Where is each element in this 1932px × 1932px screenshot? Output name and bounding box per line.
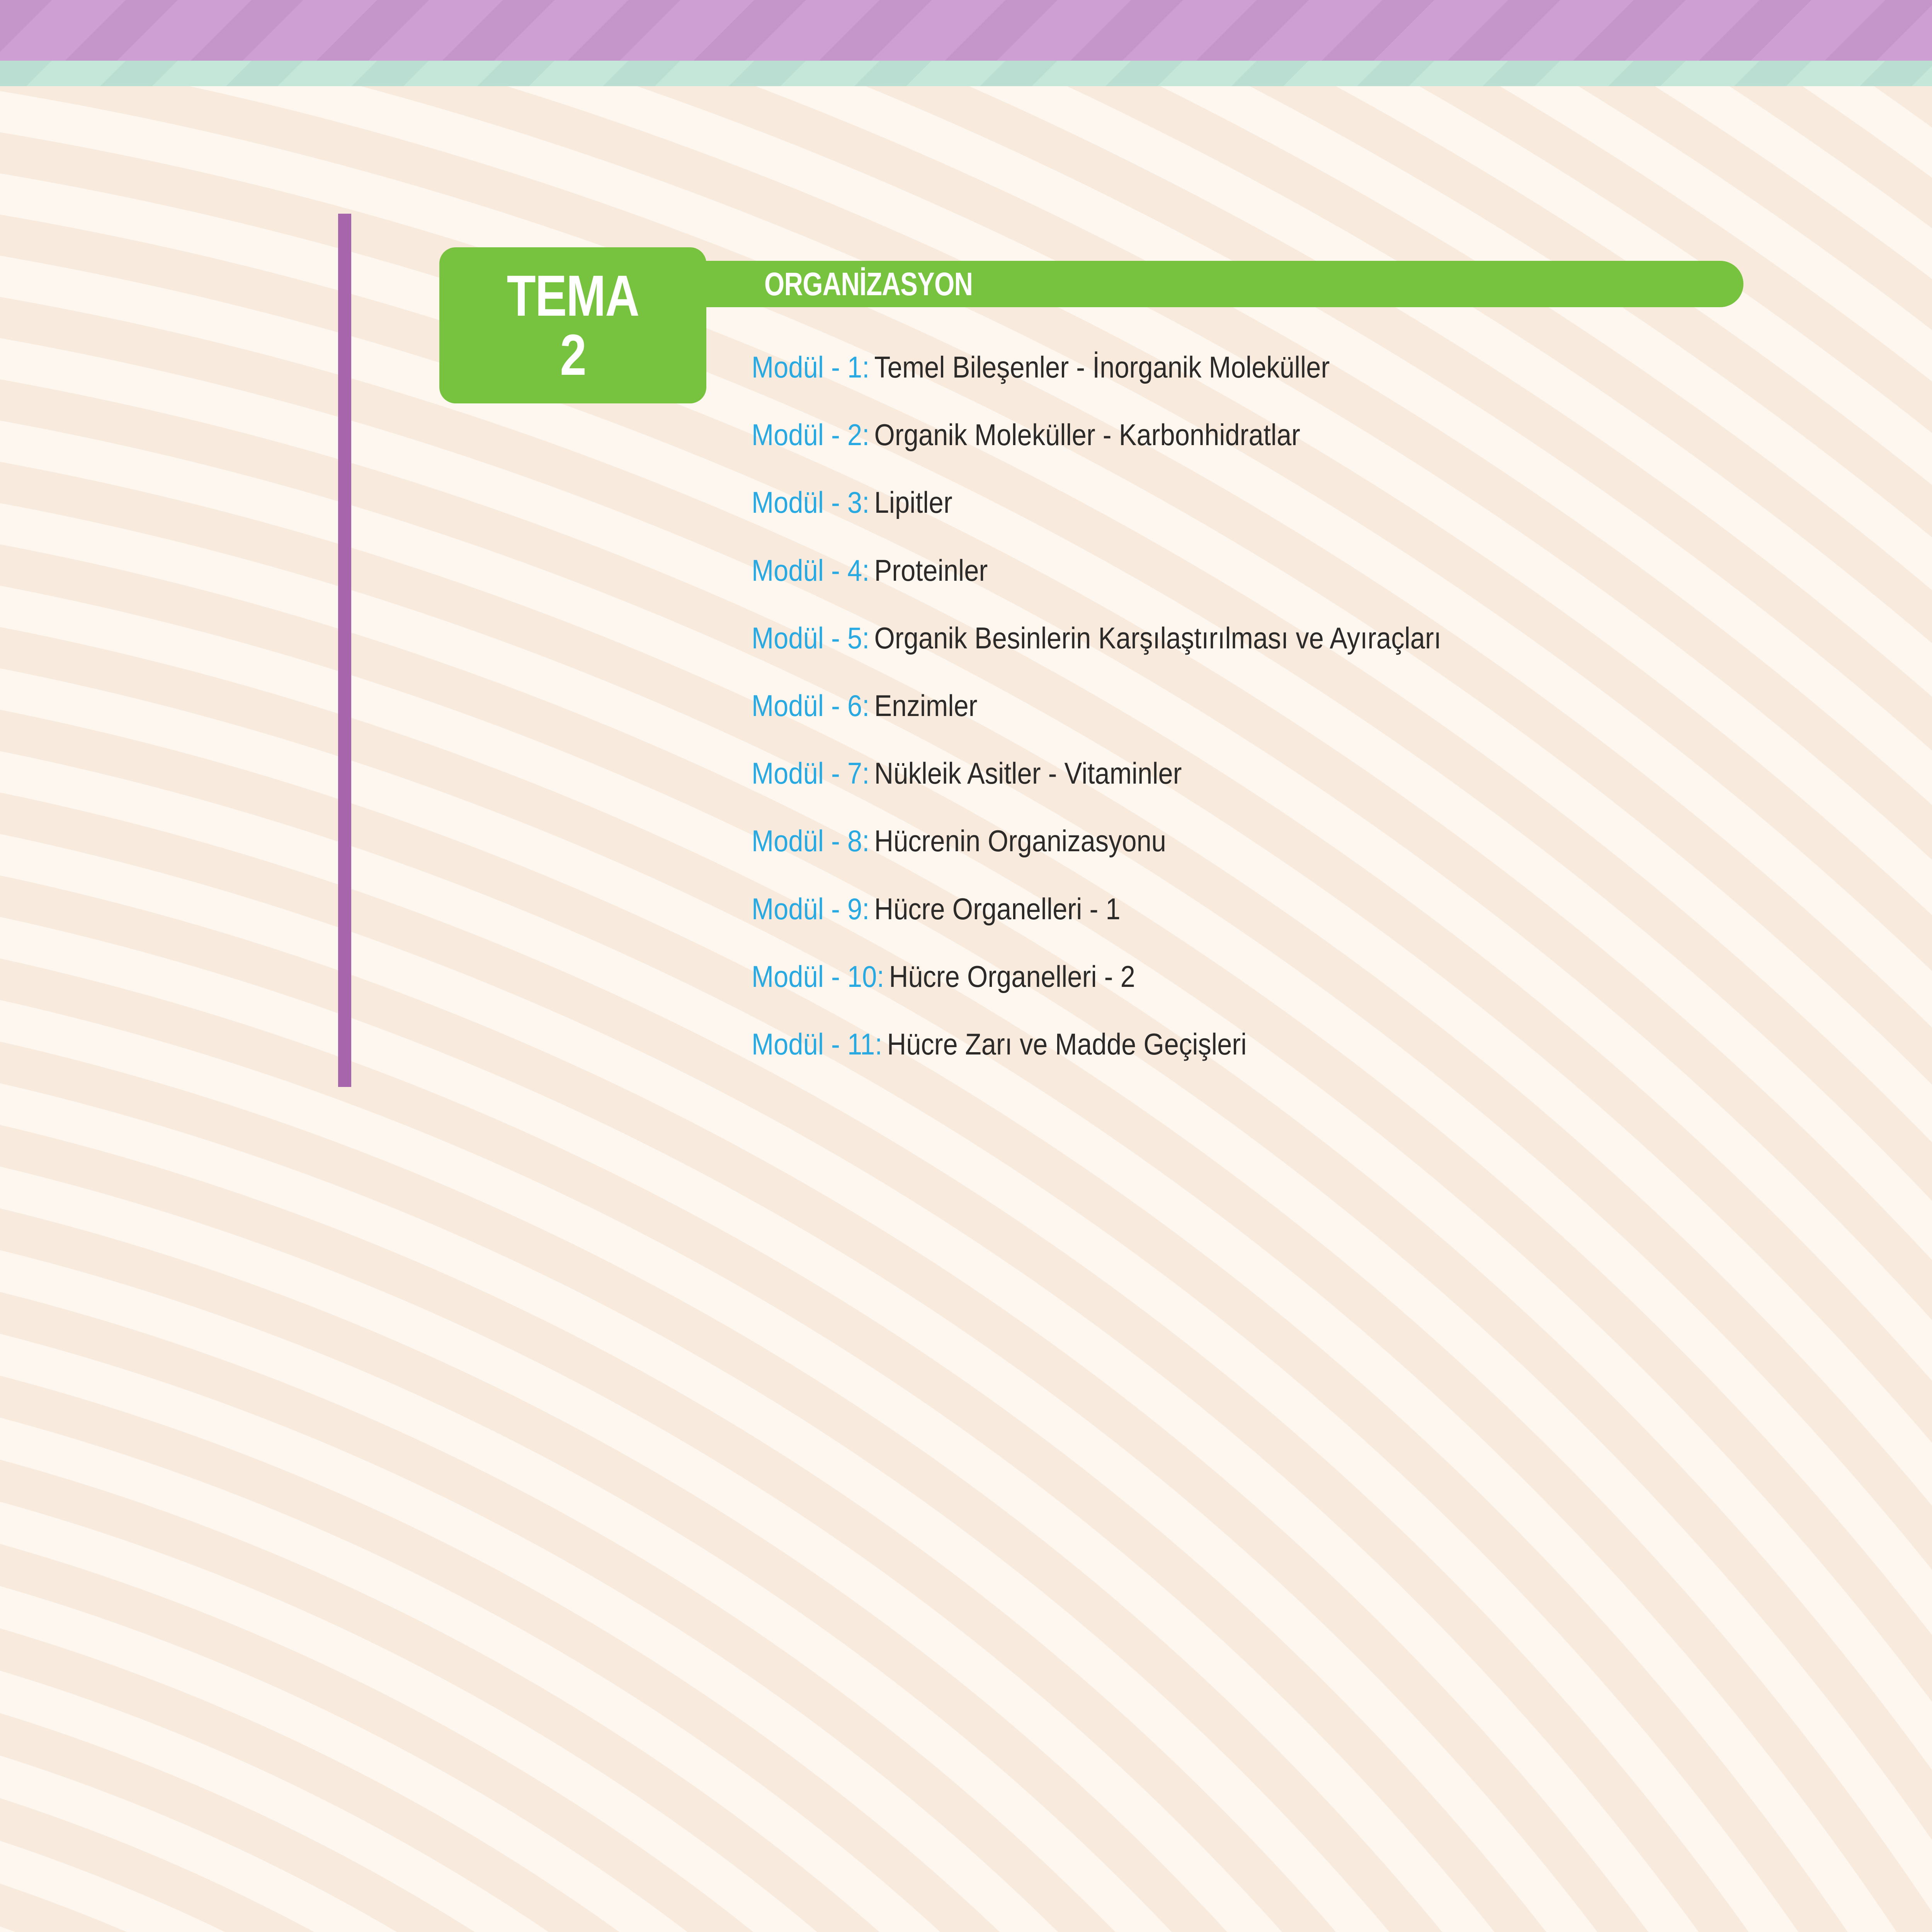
module-row[interactable]: Modül - 3: Lipitler: [752, 477, 952, 527]
module-title: Organik Moleküller - Karbonhidratlar: [874, 418, 1301, 452]
module-title: Lipitler: [874, 485, 952, 519]
module-label: Modül - 9:: [752, 892, 870, 926]
module-row[interactable]: Modül - 8: Hücrenin Organizasyonu: [752, 816, 1166, 866]
module-label: Modül - 8:: [752, 824, 870, 858]
module-row[interactable]: Modül - 11: Hücre Zarı ve Madde Geçişleri: [752, 1019, 1247, 1069]
module-label: Modül - 11:: [752, 1027, 883, 1061]
module-label: Modül - 7:: [752, 756, 870, 790]
module-title: Hücre Zarı ve Madde Geçişleri: [887, 1027, 1247, 1061]
module-row[interactable]: Modül - 2: Organik Moleküller - Karbonhid…: [752, 410, 1300, 460]
module-label: Modül - 6:: [752, 689, 870, 723]
module-label: Modül - 2:: [752, 418, 870, 452]
tema-label: TEMA: [507, 263, 640, 328]
module-row[interactable]: Modül - 6: Enzimler: [752, 680, 978, 731]
top-ribbon-teal: [0, 61, 1932, 86]
module-label: Modül - 5:: [752, 621, 870, 655]
module-title: Hücre Organelleri - 1: [874, 892, 1121, 926]
tema-badge: TEMA 2: [439, 247, 706, 403]
module-title: Hücrenin Organizasyonu: [874, 824, 1166, 858]
tema-number: 2: [560, 322, 586, 387]
module-row[interactable]: Modül - 7: Nükleik Asitler - Vitaminler: [752, 748, 1182, 798]
module-title: Enzimler: [874, 689, 978, 723]
module-title: Temel Bileşenler - İnorganik Moleküller: [874, 350, 1330, 384]
module-label: Modül - 1:: [752, 350, 870, 384]
left-accent-rule: [338, 214, 351, 1087]
module-row[interactable]: Modül - 4: Proteinler: [752, 545, 988, 595]
top-ribbon-purple: [0, 0, 1932, 61]
module-row[interactable]: Modül - 9: Hücre Organelleri - 1: [752, 884, 1121, 934]
module-label: Modül - 10:: [752, 959, 884, 993]
section-title: ORGANİZASYON: [764, 265, 973, 302]
module-title: Proteinler: [874, 553, 988, 587]
module-label: Modül - 4:: [752, 553, 870, 587]
module-row[interactable]: Modül - 10: Hücre Organelleri - 2: [752, 951, 1135, 1002]
module-label: Modül - 3:: [752, 485, 870, 519]
module-title: Nükleik Asitler - Vitaminler: [874, 756, 1182, 790]
module-row[interactable]: Modül - 5: Organik Besinlerin Karşılaştır…: [752, 613, 1441, 663]
module-title: Organik Besinlerin Karşılaştırılması ve …: [874, 621, 1441, 655]
module-title: Hücre Organelleri - 2: [889, 959, 1135, 993]
module-row[interactable]: Modül - 1: Temel Bileşenler - İnorganik M…: [752, 342, 1330, 392]
section-header-bar: ORGANİZASYON: [703, 261, 1743, 307]
